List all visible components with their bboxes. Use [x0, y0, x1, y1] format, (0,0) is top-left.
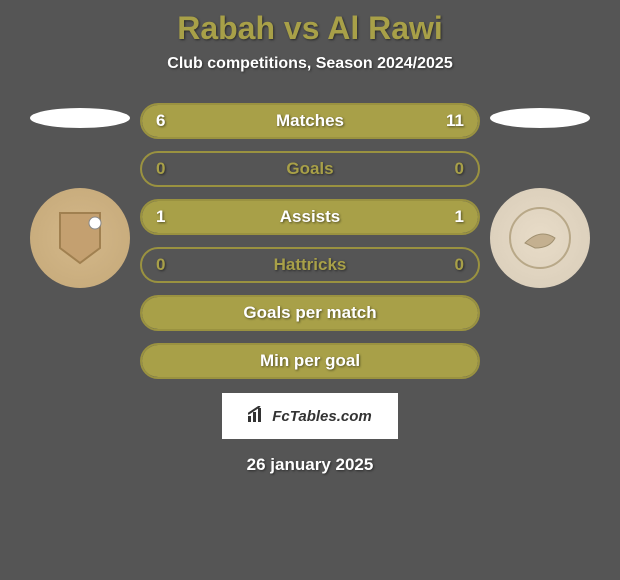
player-left-column	[30, 103, 130, 288]
stat-bar: Min per goal	[140, 343, 480, 379]
player-right-column	[490, 103, 590, 288]
brand-box: FcTables.com	[222, 393, 398, 439]
team-logo-right	[490, 188, 590, 288]
stat-value-right: 1	[455, 207, 464, 227]
stat-value-left: 0	[156, 159, 165, 179]
stat-bar: 1 1 Assists	[140, 199, 480, 235]
stat-bar: Goals per match	[140, 295, 480, 331]
bird-icon	[505, 203, 575, 273]
shield-icon	[50, 208, 110, 268]
stat-value-left: 6	[156, 111, 165, 131]
stat-value-right: 0	[455, 159, 464, 179]
stat-label: Assists	[280, 207, 340, 227]
chart-icon	[248, 406, 268, 427]
player-left-ellipse	[30, 108, 130, 128]
stat-value-left: 0	[156, 255, 165, 275]
stat-value-right: 0	[455, 255, 464, 275]
stat-label: Matches	[276, 111, 344, 131]
page-subtitle: Club competitions, Season 2024/2025	[167, 55, 452, 73]
stat-label: Hattricks	[274, 255, 347, 275]
player-right-ellipse	[490, 108, 590, 128]
stats-column: 611Matches00Goals11Assists00HattricksGoa…	[140, 103, 480, 379]
team-logo-left	[30, 188, 130, 288]
stat-bar: 6 11 Matches	[140, 103, 480, 139]
stat-bar: 0 0 Hattricks	[140, 247, 480, 283]
stat-value-right: 11	[446, 111, 464, 131]
page-title: Rabah vs Al Rawi	[177, 10, 443, 47]
stat-label: Goals	[286, 159, 333, 179]
date-label: 26 january 2025	[247, 455, 374, 475]
stat-label: Goals per match	[243, 303, 376, 323]
brand-label: FcTables.com	[272, 408, 371, 425]
content-row: 611Matches00Goals11Assists00HattricksGoa…	[0, 103, 620, 379]
stat-label: Min per goal	[260, 351, 360, 371]
stat-bar: 0 0 Goals	[140, 151, 480, 187]
stat-value-left: 1	[156, 207, 165, 227]
